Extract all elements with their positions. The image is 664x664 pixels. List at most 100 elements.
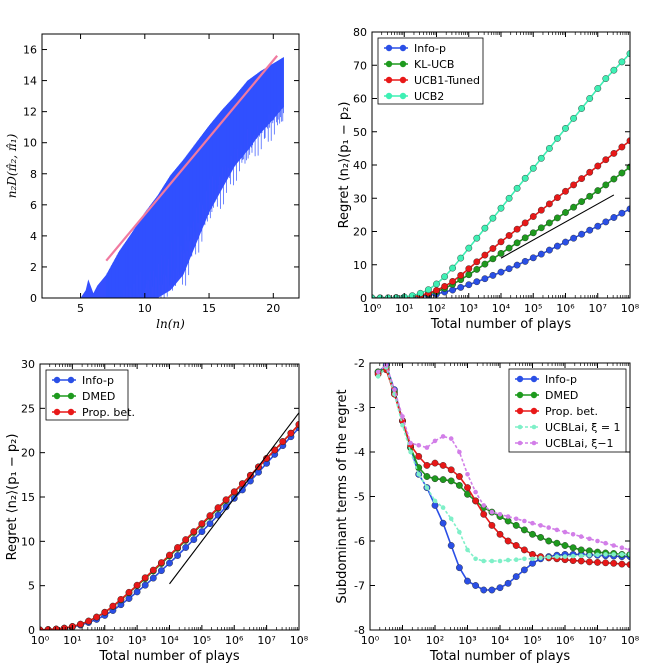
data-point <box>497 268 505 276</box>
data-point <box>497 238 505 246</box>
data-point <box>554 527 560 533</box>
data-point <box>611 552 616 557</box>
data-point <box>529 213 537 220</box>
x-tick-label: 10 <box>138 302 152 315</box>
panel-top-left: 5 10 15 20 0 2 4 6 8 10 12 14 16 ln(n) n₂D(π̂₂, π̂₁) <box>5 33 300 331</box>
data-point <box>594 162 602 170</box>
data-point <box>481 260 489 268</box>
data-point <box>562 187 569 195</box>
y-tick-label: 20 <box>21 447 35 460</box>
x-tick-label: 10¹ <box>393 634 411 647</box>
legend-marker <box>530 391 538 399</box>
data-point <box>448 436 454 441</box>
legend-marker <box>517 424 523 430</box>
legend-label: KL-UCB <box>414 58 454 71</box>
data-point <box>473 278 481 286</box>
data-point <box>513 184 521 192</box>
data-point <box>562 529 568 535</box>
data-point <box>586 95 594 102</box>
x-tick-label: 5 <box>77 302 84 315</box>
x-tick-label: 10⁷ <box>589 302 607 315</box>
data-point <box>481 224 489 232</box>
data-point <box>505 232 513 239</box>
y-tick-label: 0 <box>360 292 367 305</box>
y-axis-label: n₂D(π̂₂, π̂₁) <box>5 133 19 198</box>
data-point <box>400 414 405 419</box>
data-point <box>408 440 413 446</box>
data-point <box>586 558 593 566</box>
data-point <box>157 559 165 566</box>
legend-marker <box>53 392 61 400</box>
data-point <box>472 497 479 505</box>
data-point <box>465 547 470 553</box>
x-tick-label: 10⁸ <box>621 302 640 315</box>
plot-area <box>374 363 630 594</box>
legend-label: UCBLai, ξ = 1 <box>545 421 621 434</box>
y-tick-label: -8 <box>354 624 365 637</box>
data-point <box>546 144 553 152</box>
legend-marker <box>530 375 538 383</box>
legend-marker <box>385 60 393 68</box>
data-point <box>489 214 497 222</box>
y-tick-label: 10 <box>353 259 367 272</box>
data-point <box>504 537 512 545</box>
data-point <box>109 602 117 610</box>
y-axis-label: Subdominant terms of the regret <box>335 389 350 603</box>
data-point <box>464 484 471 491</box>
data-point <box>473 556 478 562</box>
data-point <box>619 545 625 550</box>
x-tick-label: 10⁷ <box>257 634 275 647</box>
legend-label: Info-p <box>414 42 446 55</box>
data-point <box>578 553 584 558</box>
data-point <box>480 510 488 518</box>
data-point <box>464 577 471 585</box>
data-point <box>529 254 537 262</box>
y-tick-label: 60 <box>353 93 367 106</box>
plot-area <box>372 50 630 298</box>
data-point <box>513 516 519 522</box>
data-point <box>465 271 473 279</box>
data-point <box>423 473 431 480</box>
data-point <box>465 281 473 289</box>
legend-marker <box>67 376 75 384</box>
data-point <box>603 552 608 557</box>
data-point <box>287 429 295 437</box>
data-point <box>570 115 577 122</box>
data-point <box>222 496 230 504</box>
data-point <box>431 459 439 467</box>
y-tick-label: 10 <box>21 535 35 548</box>
legend-label: Prop. bet. <box>82 406 135 419</box>
data-point <box>602 218 610 226</box>
y-tick-label: 30 <box>353 192 367 205</box>
data-point <box>521 174 529 182</box>
data-point <box>618 209 626 217</box>
y-tick-label: -3 <box>354 402 365 415</box>
data-point <box>512 573 520 580</box>
legend-label: Prop. bet. <box>545 405 598 418</box>
data-point <box>554 554 560 559</box>
data-point <box>537 154 545 162</box>
data-point <box>174 552 182 559</box>
data-point <box>602 181 610 189</box>
data-point <box>578 198 585 206</box>
data-point <box>182 536 190 543</box>
data-point <box>505 265 513 273</box>
data-point <box>441 282 448 290</box>
data-point <box>538 555 543 561</box>
x-tick-label: 10⁴ <box>491 634 510 647</box>
legend-marker <box>53 408 61 416</box>
data-point <box>496 584 504 592</box>
data-point <box>488 586 496 594</box>
data-point <box>530 520 535 526</box>
data-point <box>610 559 618 567</box>
data-point <box>447 542 455 549</box>
data-point <box>537 224 545 232</box>
y-tick-label: -5 <box>354 491 365 504</box>
data-point <box>190 528 198 535</box>
data-point <box>577 557 585 565</box>
data-point <box>595 538 600 544</box>
data-point <box>77 620 84 628</box>
data-point <box>489 271 497 279</box>
data-point <box>594 559 601 566</box>
legend-marker <box>516 407 524 415</box>
